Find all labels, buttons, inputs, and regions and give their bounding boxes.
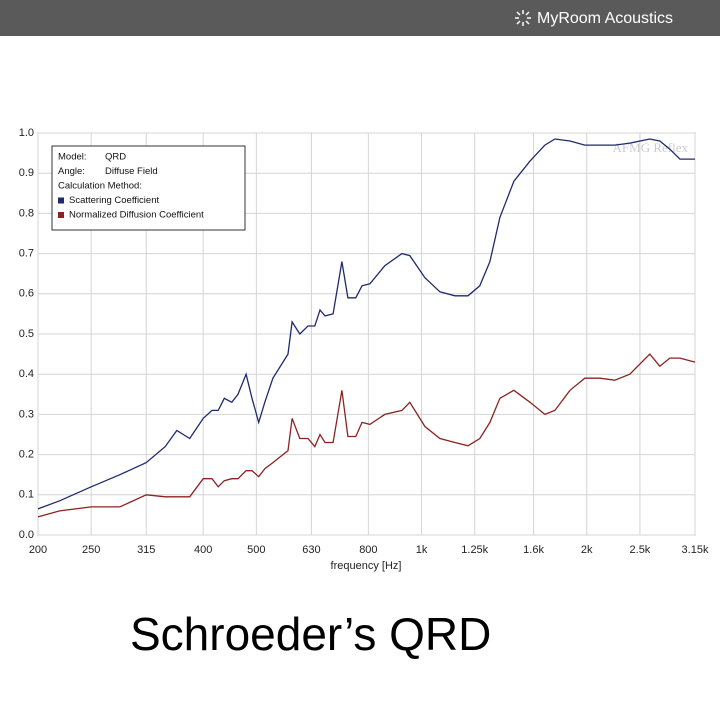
x-tick-label: 500 (247, 544, 265, 556)
y-tick-label: 0.7 (19, 248, 34, 260)
x-tick-label: 1k (416, 544, 428, 556)
x-tick-label: 800 (359, 544, 377, 556)
brand-icon (515, 10, 531, 26)
y-tick-label: 0.1 (19, 489, 34, 501)
legend-info-label: Model: (58, 152, 87, 163)
x-axis-label: frequency [Hz] (331, 560, 402, 572)
y-tick-label: 0.5 (19, 328, 34, 340)
x-tick-label: 200 (29, 544, 47, 556)
y-tick-label: 0.8 (19, 207, 34, 219)
legend-label: Scattering Coefficient (69, 195, 159, 206)
legend-label: Normalized Diffusion Coefficient (69, 210, 204, 221)
header-bar (0, 0, 720, 36)
x-tick-label: 2.5k (630, 544, 651, 556)
legend-box (51, 145, 246, 231)
y-tick-label: 0.6 (19, 288, 34, 300)
x-tick-label: 1.6k (523, 544, 544, 556)
x-tick-label: 315 (137, 544, 155, 556)
x-tick-label: 630 (302, 544, 320, 556)
chart-title: Schroeder’s QRD (130, 608, 491, 660)
y-tick-label: 0.0 (19, 529, 34, 541)
y-tick-label: 1.0 (19, 127, 34, 139)
brand-name: MyRoom Acoustics (537, 10, 673, 27)
legend-swatch (58, 212, 64, 218)
watermark: AFMG Reflex (613, 140, 689, 155)
y-tick-label: 0.2 (19, 449, 34, 461)
x-tick-label: 1.25k (461, 544, 488, 556)
y-tick-label: 0.3 (19, 408, 34, 420)
x-tick-label: 2k (581, 544, 593, 556)
y-tick-label: 0.9 (19, 167, 34, 179)
data-line (37, 138, 695, 510)
x-tick-label: 250 (82, 544, 100, 556)
legend-info-value: Diffuse Field (105, 166, 158, 177)
data-line (37, 353, 696, 518)
legend-info-label: Angle: (58, 166, 85, 177)
legend-swatch (58, 197, 64, 204)
x-tick-label: 3.15k (682, 544, 709, 556)
legend-info-label: Calculation Method: (58, 181, 142, 192)
x-tick-label: 400 (194, 544, 212, 556)
legend-info-value: QRD (105, 152, 126, 163)
y-tick-label: 0.4 (19, 368, 34, 380)
